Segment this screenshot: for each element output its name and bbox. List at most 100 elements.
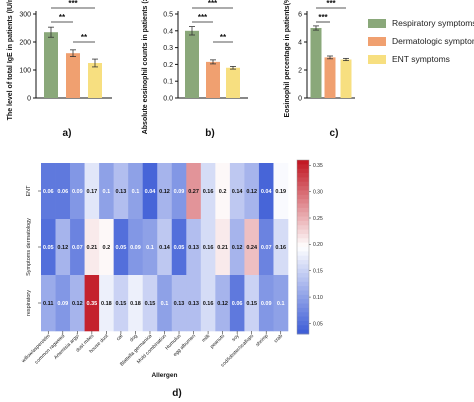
y-tick-label: 4 <box>298 40 302 47</box>
bar-ent <box>88 63 102 98</box>
heatmap-cell <box>258 275 274 332</box>
heatmap-value: 0.1 <box>132 189 140 195</box>
heatmap-col-label: milk <box>201 333 212 344</box>
heatmap-value: 0.1 <box>161 301 169 307</box>
heatmap-cell <box>142 163 158 220</box>
colorbar-segment <box>297 203 309 209</box>
colorbar-tick-label: 0.25 <box>313 216 323 222</box>
colorbar-segment <box>297 168 309 174</box>
heatmap-row-label: respiratory <box>26 290 32 316</box>
colorbar-segment <box>297 186 309 191</box>
heatmap-value: 0.09 <box>57 301 68 307</box>
heatmap-value: 0.13 <box>174 301 185 307</box>
heatmap-value: 0.14 <box>159 245 171 251</box>
panel-label: d) <box>172 388 181 399</box>
heatmap-cell <box>244 219 260 276</box>
heatmap-cell <box>157 219 173 276</box>
bar-respiratory <box>44 32 58 99</box>
heatmap-col-label: cat <box>115 333 124 342</box>
colorbar-tick-label: 0.20 <box>313 242 323 248</box>
heatmap-value: 0.09 <box>261 301 272 307</box>
colorbar-tick-label: 0.05 <box>313 321 323 327</box>
heatmap-allergens: 0.06 0.06 0.09 0.17 0.1 0.13 0.1 0.04 0.12 0.09 0.… <box>21 159 323 399</box>
heatmap-value: 0.06 <box>43 189 54 195</box>
legend-label: Respiratory symptoms <box>392 18 474 28</box>
bar-respiratory <box>310 28 322 98</box>
bar-dermatologic <box>324 57 336 98</box>
heatmap-cell <box>55 163 71 220</box>
heatmap-value: 0.12 <box>159 189 170 195</box>
heatmap-cell <box>229 163 245 220</box>
colorbar-segment <box>297 303 309 309</box>
y-tick-label: 300 <box>19 12 31 19</box>
y-tick-label: 6 <box>298 12 302 19</box>
heatmap-cell <box>113 163 129 220</box>
colorbar-segment <box>297 220 309 226</box>
bar-chart-total-ige: 0 100 200 300 The level of total IgE in pati… <box>7 0 112 139</box>
colorbar-segment <box>297 190 309 196</box>
heatmap-cell <box>229 219 245 276</box>
heatmap-cell <box>171 219 187 276</box>
y-tick-label: 0.0 <box>163 96 173 103</box>
heatmap-col-label: peanuts <box>209 333 226 350</box>
heatmap-cell <box>55 275 71 332</box>
bar-chart-eosinophil-percentage: 0 2 4 6 Eosinophil percentage in patients(%)… <box>284 0 355 139</box>
heatmap-cell <box>244 163 260 220</box>
heatmap-value: 0.04 <box>261 189 273 195</box>
colorbar-segment <box>297 173 309 178</box>
heatmap-value: 0.15 <box>145 301 156 307</box>
heatmap-value: 0.1 <box>103 189 111 195</box>
colorbar-segment <box>297 160 309 165</box>
heatmap-cell <box>215 219 231 276</box>
heatmap-value: 0.2 <box>103 245 111 251</box>
heatmap-cell <box>258 219 274 276</box>
colorbar-tick-label: 0.15 <box>313 269 323 275</box>
heatmap-value: 0.07 <box>261 245 272 251</box>
colorbar-segment <box>297 177 309 183</box>
heatmap-cell <box>157 163 173 220</box>
legend-swatch <box>368 19 386 28</box>
y-tick-label: 2 <box>298 68 302 75</box>
heatmap-value: 0.13 <box>116 189 127 195</box>
heatmap-cell <box>84 163 100 220</box>
colorbar-segment <box>297 312 309 317</box>
bar-dermatologic <box>206 61 220 98</box>
colorbar-segment <box>297 316 309 322</box>
heatmap-cell <box>273 275 289 332</box>
heatmap-value: 0.06 <box>57 189 68 195</box>
y-tick-label: 0 <box>27 96 31 103</box>
colorbar-segment <box>297 299 309 304</box>
heatmap-value: 0.14 <box>232 189 244 195</box>
heatmap-cell <box>99 219 114 276</box>
heatmap-value: 0.05 <box>174 245 185 251</box>
heatmap-cell <box>70 219 85 276</box>
heatmap-cell <box>99 275 114 332</box>
bar-ent <box>340 59 352 98</box>
heatmap-value: 0.12 <box>72 301 83 307</box>
heatmap-cell <box>186 275 202 332</box>
colorbar-frame <box>296 159 310 335</box>
heatmap-cell <box>171 163 187 220</box>
panel-label: c) <box>330 128 339 139</box>
heatmap-cell <box>55 219 71 276</box>
colorbar-segment <box>297 264 309 270</box>
heatmap-col-label: dog <box>129 333 139 343</box>
heatmap-value: 0.16 <box>275 245 286 251</box>
colorbar-segment <box>297 212 309 217</box>
significance-label: *** <box>198 13 208 22</box>
heatmap-cell <box>70 275 85 332</box>
heatmap-value: 0.12 <box>57 245 68 251</box>
heatmap-value: 0.18 <box>101 301 112 307</box>
heatmap-value: 0.12 <box>217 301 228 307</box>
colorbar-segment <box>297 233 309 239</box>
heatmap-cell <box>186 219 202 276</box>
heatmap-cell <box>273 163 289 220</box>
colorbar-tick-label: 0.30 <box>313 189 323 195</box>
heatmap-value: 0.27 <box>188 189 199 195</box>
legend: Respiratory symptoms Dermatologic symptom… <box>368 18 474 64</box>
significance-label: *** <box>326 0 336 8</box>
heatmap-value: 0.2 <box>219 189 227 195</box>
heatmap-cell <box>41 275 56 332</box>
heatmap-value: 0.04 <box>145 189 157 195</box>
heatmap-row-label: ENT <box>26 185 32 197</box>
